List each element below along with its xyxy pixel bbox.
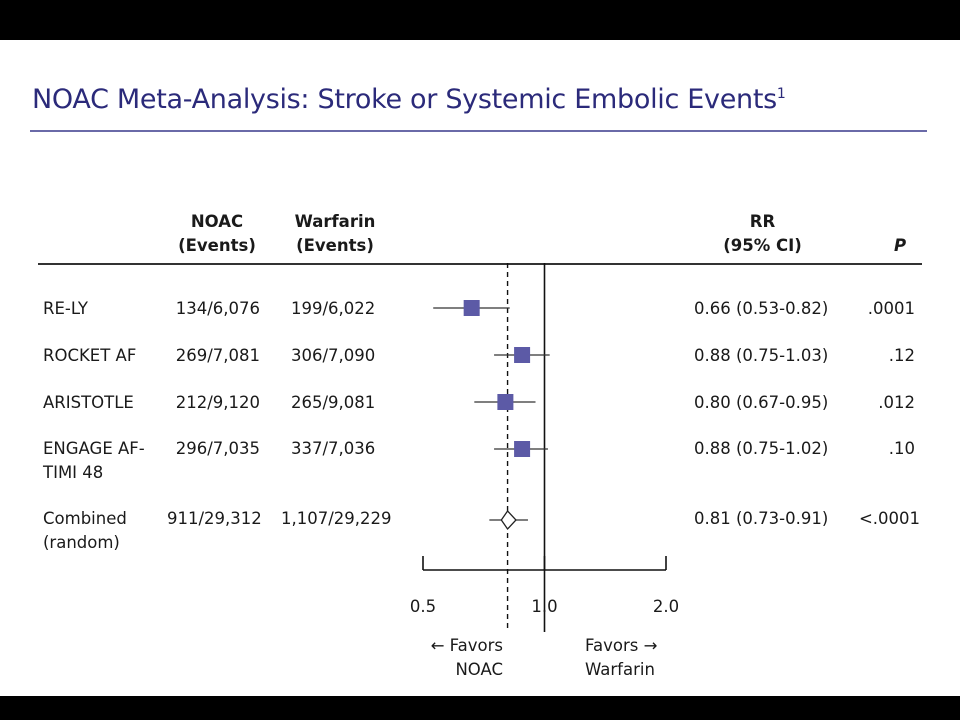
- favors-noac-word: NOAC: [455, 660, 503, 679]
- p-value: <.0001: [858, 509, 920, 528]
- x-tick-label: 1.0: [531, 597, 557, 616]
- p-value: .10: [888, 439, 915, 458]
- header-rule: [38, 263, 922, 265]
- rr-ci: 0.81 (0.73-0.91): [694, 509, 829, 528]
- noac-events: 269/7,081: [175, 346, 260, 365]
- p-value: .012: [878, 393, 915, 412]
- warfarin-events: 199/6,022: [291, 299, 376, 318]
- p-value: .12: [888, 346, 915, 365]
- header-warfarin-line1: Warfarin: [294, 212, 376, 231]
- favors-warfarin-label: Favors → Warfarin: [585, 634, 695, 682]
- point-estimate-square: [497, 394, 514, 410]
- study-name: Combined (random): [43, 509, 127, 552]
- pooled-diamond: [500, 509, 517, 531]
- header-noac: NOAC (Events): [178, 210, 256, 258]
- rr-ci: 0.66 (0.53-0.82): [694, 299, 829, 318]
- study-name: ARISTOTLE: [43, 393, 134, 412]
- slide: NOAC Meta-Analysis: Stroke or Systemic E…: [0, 40, 960, 696]
- forest-plot: 0.5 1.0 2.0: [410, 263, 679, 632]
- warfarin-events: 1,107/29,229: [281, 509, 392, 528]
- favors-noac-label: ← Favors NOAC: [400, 634, 503, 682]
- point-estimate-square: [514, 441, 531, 457]
- rr-ci: 0.88 (0.75-1.02): [694, 439, 829, 458]
- noac-events: 212/9,120: [175, 393, 260, 412]
- study-name: RE-LY: [43, 299, 88, 318]
- header-warfarin: Warfarin (Events): [290, 210, 380, 258]
- noac-events: 134/6,076: [175, 299, 260, 318]
- header-rr-line2: (95% CI): [723, 236, 802, 255]
- p-value: .0001: [867, 299, 915, 318]
- rr-ci: 0.80 (0.67-0.95): [694, 393, 829, 412]
- warfarin-events: 337/7,036: [291, 439, 376, 458]
- warfarin-events: 265/9,081: [291, 393, 376, 412]
- point-estimate-square: [514, 347, 531, 363]
- header-rr: RR (95% CI): [715, 210, 810, 258]
- footnote-marker: 1: [776, 86, 786, 102]
- header-noac-line2: (Events): [178, 236, 256, 255]
- study-name: ENGAGE AF-TIMI 48: [43, 439, 145, 482]
- favors-warfarin-word: Warfarin: [585, 660, 655, 679]
- x-tick-label: 0.5: [410, 597, 436, 616]
- slide-title: NOAC Meta-Analysis: Stroke or Systemic E…: [32, 84, 786, 115]
- header-noac-line1: NOAC: [190, 212, 244, 231]
- x-tick-label: 2.0: [653, 597, 679, 616]
- header-rr-line1: RR: [749, 212, 776, 231]
- rr-ci: 0.88 (0.75-1.03): [694, 346, 829, 365]
- noac-events: 911/29,312: [167, 509, 262, 528]
- warfarin-events: 306/7,090: [291, 346, 376, 365]
- study-name: ROCKET AF: [43, 346, 137, 365]
- header-p: P: [893, 236, 907, 255]
- header-warfarin-line2: (Events): [296, 236, 374, 255]
- favors-warfarin-arrow-line: Favors →: [585, 636, 658, 655]
- point-estimate-square: [463, 300, 480, 316]
- favors-noac-arrow-line: ← Favors: [430, 636, 503, 655]
- noac-events: 296/7,035: [175, 439, 260, 458]
- title-rule: [30, 130, 927, 132]
